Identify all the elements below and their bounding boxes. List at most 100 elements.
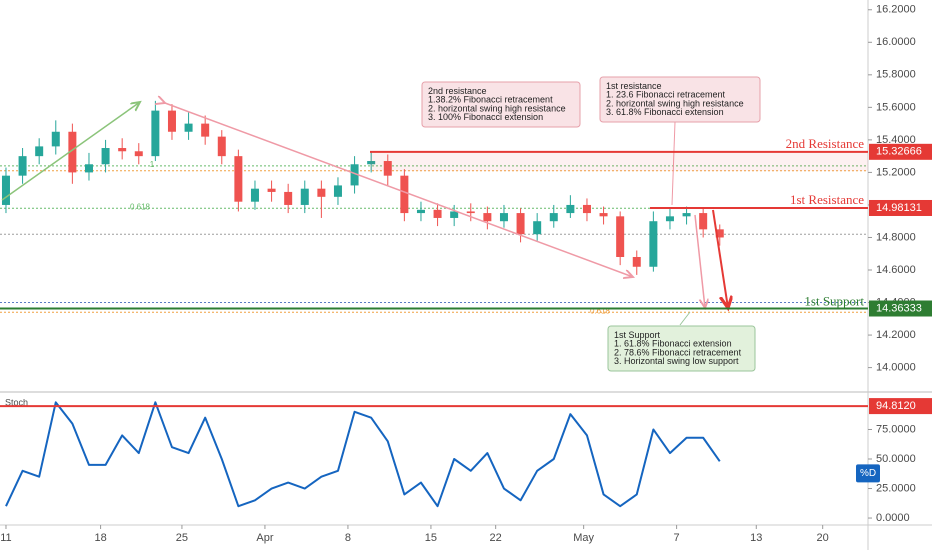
annotation-text: 3. 100% Fibonacci extension bbox=[428, 112, 543, 122]
level-tag-label: 94.8120 bbox=[876, 400, 916, 412]
annotation-text: 1. 61.8% Fibonacci extension bbox=[614, 339, 732, 349]
candle-body bbox=[549, 213, 558, 222]
candle-body bbox=[616, 216, 625, 257]
candle-body bbox=[599, 213, 608, 217]
y-tick-label: 16.2000 bbox=[876, 4, 916, 16]
annotation-text: 2. horizontal swing high resistance bbox=[428, 103, 566, 113]
candle-body bbox=[201, 123, 210, 137]
level-name: 1st Resistance bbox=[790, 192, 864, 207]
x-tick-label: 15 bbox=[425, 532, 437, 544]
fib-label: 1 bbox=[150, 160, 155, 169]
candle-body bbox=[300, 188, 309, 205]
candle-body bbox=[499, 213, 508, 222]
candle-body bbox=[51, 131, 60, 147]
candle-body bbox=[134, 151, 143, 157]
level-tag bbox=[869, 199, 932, 216]
arrow bbox=[712, 209, 728, 308]
candle-body bbox=[632, 256, 641, 267]
trend-arrows bbox=[1, 102, 728, 326]
candle-body bbox=[416, 209, 425, 214]
x-tick-label: 13 bbox=[750, 532, 762, 544]
x-tick-label: 18 bbox=[94, 532, 106, 544]
annotation-text: 2nd resistance bbox=[428, 86, 487, 96]
candle-body bbox=[35, 146, 44, 157]
arrow bbox=[694, 214, 705, 308]
annotation-text: 1st Support bbox=[614, 330, 661, 340]
candle-body bbox=[18, 156, 27, 176]
level-tag-label: 15.32666 bbox=[876, 146, 922, 158]
y-tick-label: 15.6000 bbox=[876, 101, 916, 113]
candle-body bbox=[267, 188, 276, 192]
connector bbox=[671, 121, 676, 206]
candle-body bbox=[250, 188, 259, 202]
candle-body bbox=[665, 216, 674, 222]
legend-label: %D bbox=[860, 468, 876, 479]
level-tag bbox=[869, 143, 932, 160]
x-tick-label: Apr bbox=[256, 532, 273, 544]
x-tick-label: 7 bbox=[674, 532, 680, 544]
annotation-text: 3. 61.8% Fibonacci extension bbox=[606, 107, 724, 117]
level-tag-label: 14.98131 bbox=[876, 202, 922, 214]
y-tick-label: 75.0000 bbox=[876, 423, 916, 435]
annotation-text: 1.38.2% Fibonacci retracement bbox=[428, 95, 553, 105]
legend-tag bbox=[856, 464, 880, 483]
candle-body bbox=[582, 204, 591, 214]
resistance-zone bbox=[370, 151, 868, 171]
x-tick-label: 20 bbox=[817, 532, 829, 544]
candle-body bbox=[649, 221, 658, 267]
candle-body bbox=[151, 110, 160, 157]
candle-body bbox=[433, 209, 442, 218]
candle-body bbox=[101, 148, 110, 165]
y-tick-label: 14.2000 bbox=[876, 329, 916, 341]
annotation-text: 1. 23.6 Fibonacci retracement bbox=[606, 90, 726, 100]
y-tick-label: 14.8000 bbox=[876, 231, 916, 243]
candle-body bbox=[1, 175, 10, 205]
level-tag bbox=[869, 300, 932, 317]
x-tick-label: 22 bbox=[490, 532, 502, 544]
candle-body bbox=[682, 213, 691, 217]
arrow bbox=[165, 103, 633, 277]
candle-body bbox=[450, 211, 459, 218]
stoch-line bbox=[5, 401, 721, 508]
annotation-text: 3. Horizontal swing low support bbox=[614, 356, 739, 366]
candle-body bbox=[333, 185, 342, 197]
y-tick-label: 50.0000 bbox=[876, 453, 916, 465]
candle-body bbox=[466, 211, 475, 214]
x-tick-label: 8 bbox=[345, 532, 351, 544]
y-tick-label: 15.8000 bbox=[876, 69, 916, 81]
candle-body bbox=[167, 110, 176, 132]
overlay: 2nd Resistance 15.32666 1st Resistance 14.9… bbox=[0, 76, 932, 483]
y-tick-label: 15.4000 bbox=[876, 134, 916, 146]
arrow bbox=[1, 102, 140, 201]
annotation-text: 1st resistance bbox=[606, 81, 662, 91]
level-tag-label: 14.36333 bbox=[876, 302, 922, 314]
y-tick-label: 15.2000 bbox=[876, 166, 916, 178]
candle-body bbox=[715, 229, 724, 238]
candle-body bbox=[184, 123, 193, 132]
pane-title: Stoch bbox=[5, 397, 28, 407]
y-tick-label: 0.0000 bbox=[876, 512, 910, 524]
candle-body bbox=[533, 221, 542, 235]
x-tick-label: 25 bbox=[176, 532, 188, 544]
candle-body bbox=[699, 213, 708, 230]
candle-body bbox=[317, 188, 326, 197]
candle-body bbox=[483, 213, 492, 222]
y-tick-label: 14.6000 bbox=[876, 264, 916, 276]
connector bbox=[679, 311, 691, 326]
candle-body bbox=[217, 136, 226, 157]
candle-body bbox=[68, 131, 77, 173]
annotation-box bbox=[421, 81, 581, 128]
y-tick-label: 16.0000 bbox=[876, 36, 916, 48]
fib-label: 0.618 bbox=[590, 306, 611, 315]
level-tag bbox=[869, 398, 932, 415]
y-tick-label: 14.0000 bbox=[876, 362, 916, 374]
annotation-text: 2. 78.6% Fibonacci retracement bbox=[614, 347, 742, 357]
x-tick-label: 11 bbox=[0, 532, 11, 544]
candle-body bbox=[118, 148, 127, 152]
candle-body bbox=[400, 175, 409, 214]
x-tick-label: May bbox=[573, 532, 594, 544]
candle-body bbox=[84, 164, 93, 173]
annotation-box bbox=[599, 76, 761, 123]
annotation-text: 2. horizontal swing high resistance bbox=[606, 98, 744, 108]
